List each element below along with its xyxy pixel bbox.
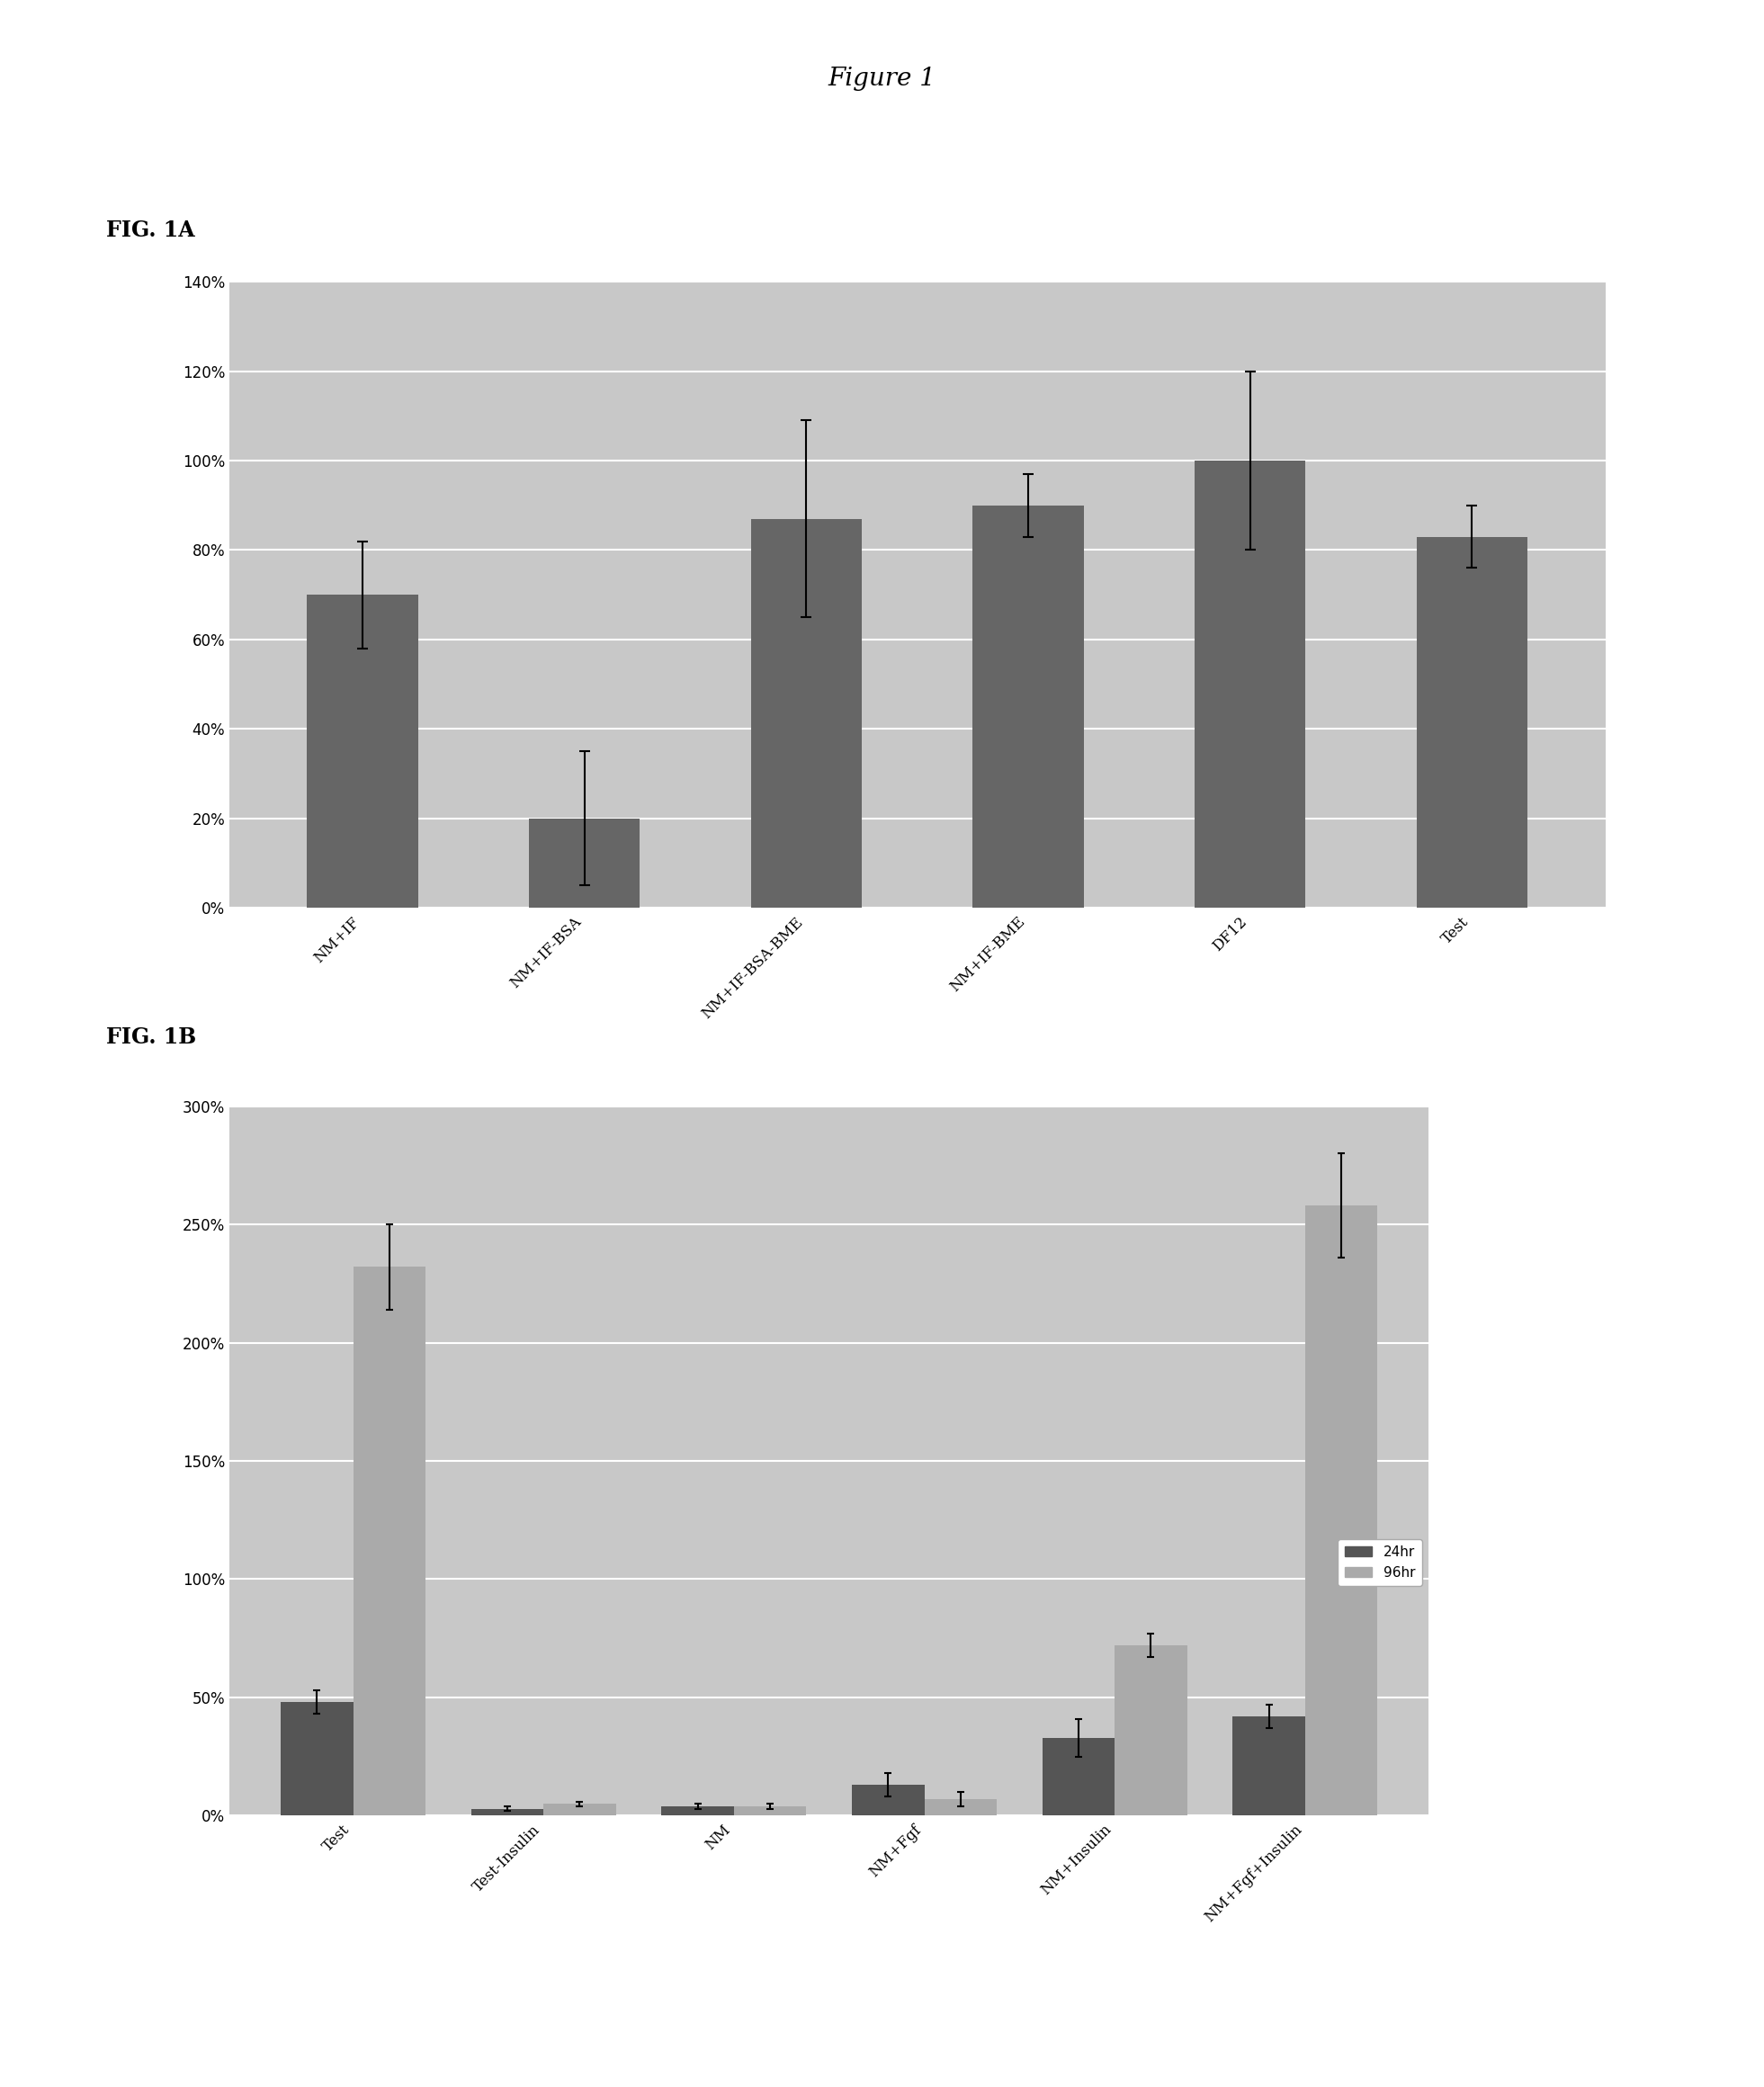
Bar [353,1267,425,1816]
Bar [280,1703,353,1816]
Bar [1233,1716,1305,1816]
Bar [471,1809,543,1816]
Bar [734,1805,806,1816]
Bar [1416,536,1528,908]
Text: FIG. 1B: FIG. 1B [106,1027,196,1048]
Legend: 24hr, 96hr: 24hr, 96hr [1337,1538,1422,1586]
Bar [529,818,640,908]
Bar [1305,1206,1378,1816]
Text: FIG. 1A: FIG. 1A [106,219,194,240]
Bar [307,595,418,908]
Bar [852,1784,924,1816]
Bar [972,505,1083,908]
Bar [1115,1645,1187,1816]
Bar [1043,1738,1115,1816]
Bar [543,1803,616,1816]
Bar [1194,461,1305,908]
Bar [751,520,863,908]
Bar [662,1805,734,1816]
Text: Figure 1: Figure 1 [827,67,937,92]
Bar [924,1799,997,1816]
